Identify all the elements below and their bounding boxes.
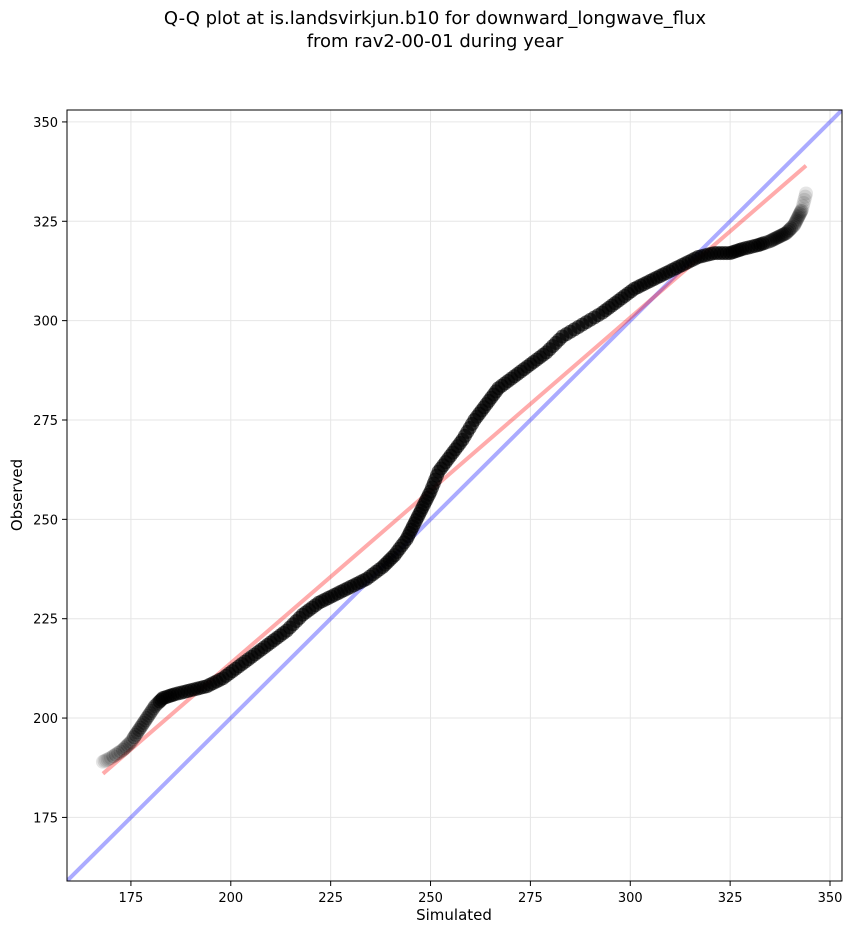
quantile-point — [138, 713, 153, 728]
x-tick-label: 350 — [818, 891, 843, 906]
quantile-point — [113, 744, 128, 759]
quantile-point — [130, 725, 145, 740]
quantile-point — [772, 229, 787, 244]
y-tick-label: 175 — [33, 811, 58, 826]
quantile-points — [95, 186, 814, 769]
quantile-point — [143, 706, 158, 721]
x-axis-label: Simulated — [416, 906, 492, 924]
chart-title-line-1: Q-Q plot at is.landsvirkjun.b10 for down… — [163, 8, 707, 29]
quantile-point — [100, 752, 115, 767]
quantile-point — [791, 208, 806, 223]
y-tick-label: 275 — [33, 414, 58, 429]
quantile-point — [117, 741, 132, 756]
quantile-point — [799, 186, 814, 201]
y-tick-label: 350 — [33, 116, 58, 131]
quantile-point — [139, 711, 154, 726]
quantile-point — [782, 223, 797, 238]
quantile-point — [119, 739, 134, 754]
quantile-point — [135, 718, 150, 733]
x-tick-label: 325 — [718, 891, 743, 906]
quantile-point — [123, 734, 138, 749]
quantile-point — [127, 730, 142, 745]
quantile-point — [779, 226, 794, 241]
quantile-point — [787, 218, 802, 233]
quantile-point — [780, 224, 795, 239]
quantile-point — [794, 203, 809, 218]
quantile-point — [785, 219, 800, 234]
quantile-point — [108, 747, 123, 762]
quantile-point — [128, 727, 143, 742]
quantile-point — [790, 211, 805, 226]
quantile-point — [769, 230, 784, 245]
ticks: 175 200 225 250 275 300 325 350 175 200 225 250 275 3… — [33, 116, 842, 906]
quantile-point — [787, 216, 802, 231]
x-tick-label: 275 — [518, 891, 543, 906]
quantile-point — [767, 231, 782, 246]
quantile-point — [783, 221, 798, 236]
grid — [67, 110, 842, 881]
quantile-point — [777, 226, 792, 241]
quantile-point — [136, 715, 151, 730]
quantile-point — [106, 749, 121, 764]
lines — [67, 110, 842, 881]
quantile-point — [764, 233, 779, 248]
quantile-point — [771, 230, 786, 245]
quantile-point — [755, 236, 770, 251]
quantile-point — [766, 232, 781, 247]
y-tick-label: 300 — [33, 315, 58, 330]
quantile-point — [102, 751, 117, 766]
quantile-point — [131, 722, 146, 737]
one-to-one-line — [67, 110, 842, 881]
quantile-point — [796, 195, 811, 210]
x-tick-label: 225 — [318, 891, 343, 906]
quantile-point — [758, 235, 773, 250]
y-tick-label: 250 — [33, 513, 58, 528]
quantile-point — [103, 750, 118, 765]
quantile-point — [95, 754, 110, 769]
quantile-point — [797, 192, 812, 207]
quantile-point — [798, 189, 813, 204]
quantile-point — [793, 205, 808, 220]
quantile-point — [141, 708, 156, 723]
quantile-point — [144, 703, 159, 718]
plot-frame — [66, 109, 843, 882]
quantile-point — [795, 199, 810, 214]
y-tick-label: 225 — [33, 613, 58, 628]
quantile-point — [760, 234, 775, 249]
x-tick-label: 300 — [618, 891, 643, 906]
quantile-point — [763, 234, 778, 249]
quantile-point — [125, 732, 140, 747]
quantile-point — [774, 228, 789, 243]
quantile-point — [788, 215, 803, 230]
quantile-point — [122, 736, 137, 751]
quantile-point — [133, 720, 148, 735]
quantile-point — [97, 753, 112, 768]
x-tick-label: 175 — [119, 891, 144, 906]
quantile-point — [120, 738, 135, 753]
x-tick-label: 200 — [218, 891, 243, 906]
quantile-point — [795, 202, 810, 217]
quantile-point — [792, 207, 807, 222]
y-tick-label: 200 — [33, 712, 58, 727]
quantile-point — [115, 742, 130, 757]
quantile-point — [99, 753, 114, 768]
quantile-point — [111, 746, 126, 761]
y-axis-label: Observed — [8, 459, 26, 531]
chart-title-line-2: from rav2-00-01 during year — [306, 31, 564, 52]
y-tick-label: 325 — [33, 215, 58, 230]
x-tick-label: 250 — [418, 891, 443, 906]
quantile-point — [775, 227, 790, 242]
quantile-point — [791, 210, 806, 225]
quantile-point — [789, 213, 804, 228]
